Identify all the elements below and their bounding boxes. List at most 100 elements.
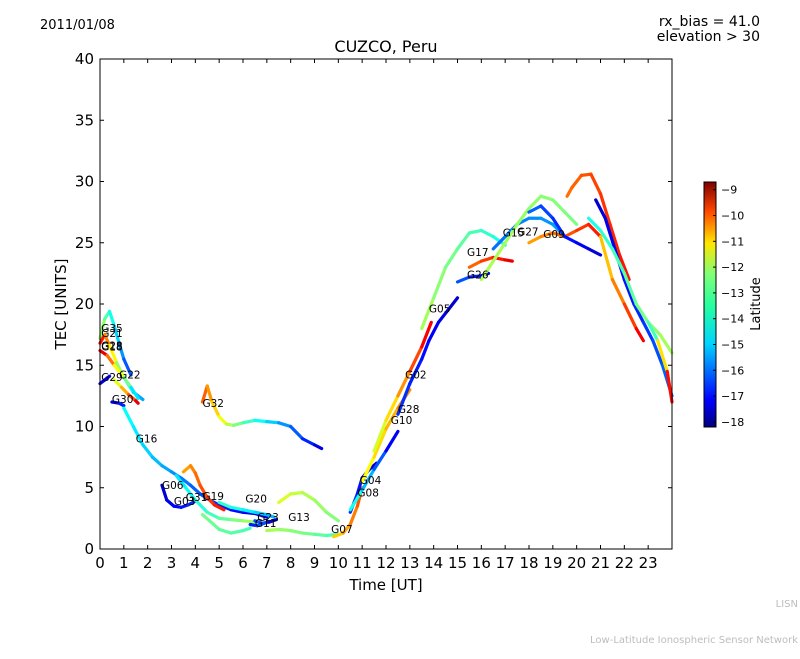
series-track-33 [598,235,646,343]
series-segment [331,531,345,539]
series-g11-14 [248,521,267,528]
series-segment [98,317,107,340]
colorbar-tick-label: −12 [721,261,744,274]
sat-label: G23 [257,512,279,524]
series-segment [563,235,579,245]
series-segment [551,198,567,214]
series-segment [598,235,615,282]
colorbar-tick-label: −14 [721,313,744,326]
series-segment [277,421,293,429]
series-segment [229,505,245,512]
series-segment [467,228,483,235]
series-segment [186,499,197,507]
series-segment [117,341,126,361]
sat-label: G18 [101,342,123,354]
series-segment [360,467,376,492]
series-g29-3 [98,374,112,386]
y-tick-label: 40 [75,50,94,68]
sat-label: G15 [503,228,525,240]
series-track-34 [646,320,674,404]
series-g20-12 [217,500,276,519]
x-tick-label: 17 [496,554,515,572]
series-segment [179,476,193,487]
series-g09-28 [527,222,603,245]
series-segment [312,532,329,538]
series-segment [646,320,660,343]
series-segment [589,172,603,196]
x-tick-label: 13 [400,554,419,572]
series-segment [594,198,607,220]
series-segment [205,384,214,404]
series-segment [188,483,202,496]
series-g28-2 [98,348,140,400]
y-axis-label: TEC [UNITS] [52,259,70,351]
series-segment [603,216,617,251]
x-tick-label: 12 [376,554,395,572]
sat-label: G08 [357,487,379,499]
series-segment [360,455,376,484]
sat-label: G19 [202,491,224,503]
series-segment [265,527,281,533]
series-segment [420,320,433,349]
series-segment [617,253,631,282]
series-segment [107,309,116,328]
series-segment [634,302,650,324]
x-axis-label: Time [UT] [348,576,422,594]
sat-label: G05 [429,304,451,316]
colorbar-tick-label: −11 [721,235,744,248]
series-segment [229,529,245,535]
colorbar-tick-label: −13 [721,287,744,300]
x-tick-label: 20 [567,554,586,572]
x-tick-label: 5 [214,554,224,572]
x-tick-label: 10 [329,554,348,572]
series-segment [575,241,591,251]
series-segment [656,339,669,373]
series-segment [455,231,472,251]
series-segment [503,222,519,245]
series-segment [432,265,448,300]
colorbar-ticks: −9 −10 −11 −12 −13 −14 −15 −16 −17 −18 [713,184,744,429]
series-segment [112,378,124,389]
series-segment [312,498,329,514]
series-segment [622,277,636,306]
series-segment [160,483,169,502]
series-segment [527,194,543,211]
series-segment [205,495,216,507]
series-segment [384,394,400,422]
sat-label: G20 [245,493,267,505]
series-segment [289,529,305,535]
x-tick-label: 18 [519,554,538,572]
series-segment [610,247,626,275]
series-segment [122,406,135,429]
series-segment [622,271,638,306]
series-g13-15 [277,491,340,523]
sat-label: G28 [398,404,420,416]
x-tick-label: 19 [543,554,562,572]
series-segment [348,488,364,512]
rx-bias-label: rx_bias = 41.0 [658,14,760,30]
series-segment [107,344,119,365]
series-segment [150,455,164,468]
series-segment [210,400,221,419]
series-segment [427,320,441,343]
series-segment [539,204,555,220]
chart-title: CUZCO, Peru [334,37,438,56]
series-segment [575,222,591,233]
series-segment [255,521,267,528]
series-segment [217,516,233,522]
series-segment [141,443,155,459]
series-layer [98,172,674,539]
series-segment [479,259,495,282]
series-segment [420,296,436,331]
series-g03-9 [174,473,257,524]
sat-label: G28 [101,340,123,352]
x-tick-label: 8 [286,554,296,572]
sat-label: G27 [517,226,539,238]
series-g06-8 [160,483,197,509]
series-segment [205,510,221,520]
series-segment [300,531,317,536]
series-g16-6 [122,406,269,519]
x-tick-label: 14 [424,554,443,572]
series-segment [277,492,293,505]
